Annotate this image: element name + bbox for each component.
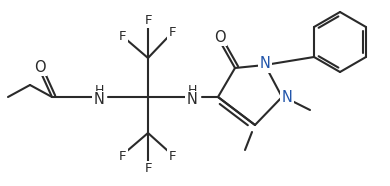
Text: F: F <box>144 14 152 26</box>
Text: F: F <box>119 150 127 163</box>
Text: F: F <box>168 26 176 39</box>
Text: N: N <box>260 57 270 71</box>
Text: F: F <box>144 163 152 176</box>
Text: F: F <box>119 30 127 42</box>
Text: H: H <box>187 84 197 97</box>
Text: F: F <box>168 150 176 163</box>
Text: O: O <box>34 60 46 75</box>
Text: O: O <box>214 30 226 44</box>
Text: N: N <box>186 92 197 108</box>
Text: H: H <box>94 84 104 97</box>
Text: N: N <box>94 92 105 108</box>
Text: N: N <box>282 91 292 105</box>
